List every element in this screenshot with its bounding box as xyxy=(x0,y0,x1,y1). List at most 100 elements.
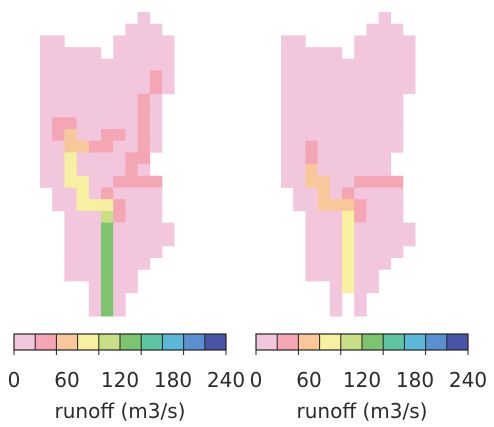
map-cell xyxy=(354,199,367,212)
map-cell xyxy=(101,304,114,317)
map-cell xyxy=(293,199,306,212)
map-cell xyxy=(125,234,138,247)
map-cell xyxy=(52,47,65,60)
map-cell xyxy=(329,152,343,165)
map-cell xyxy=(293,117,306,130)
map-cell xyxy=(162,58,175,71)
map-cell xyxy=(281,164,294,177)
map-cell xyxy=(342,269,355,282)
map-cell xyxy=(101,129,114,141)
map-cell xyxy=(342,152,355,165)
map-cell xyxy=(101,70,114,83)
colorbar-right-tick-0: 0 xyxy=(250,368,263,392)
map-cell xyxy=(76,164,90,177)
map-cell xyxy=(354,140,367,153)
map-cell xyxy=(366,117,379,130)
colorbar-swatch xyxy=(425,334,447,350)
map-cell xyxy=(293,129,306,141)
map-cell xyxy=(378,246,392,258)
colorbar-swatch xyxy=(162,334,184,350)
map-cell xyxy=(40,35,53,48)
map-cell xyxy=(293,164,306,177)
map-cell xyxy=(378,234,392,247)
map-cell xyxy=(293,152,306,165)
map-cell xyxy=(88,187,102,200)
map-cell xyxy=(137,47,151,60)
map-cell xyxy=(281,152,294,165)
map-cell xyxy=(125,58,138,71)
map-cell xyxy=(76,105,90,118)
map-cell xyxy=(354,246,367,258)
map-cell xyxy=(354,58,367,71)
map-cell xyxy=(342,129,355,141)
map-cell xyxy=(366,199,379,212)
colorbar-left-tick-0: 0 xyxy=(8,368,21,392)
map-cell xyxy=(342,199,355,212)
map-cell xyxy=(317,269,331,282)
map-cell xyxy=(378,164,392,177)
map-cell xyxy=(317,47,331,60)
map-cell xyxy=(329,292,343,305)
map-cell xyxy=(317,234,331,247)
colorbar-swatch xyxy=(35,334,57,350)
colorbar-right-tick-180: 180 xyxy=(396,368,434,392)
map-cell xyxy=(52,35,65,48)
map-cell xyxy=(113,82,126,95)
colorbar-left-tick-240: 240 xyxy=(207,368,245,392)
colorbar-swatch xyxy=(256,334,278,350)
map-cell xyxy=(329,210,343,223)
map-cell xyxy=(354,175,367,188)
map-cell xyxy=(305,222,318,235)
map-cell xyxy=(52,105,65,118)
map-cell xyxy=(390,140,404,153)
map-cell xyxy=(149,47,163,60)
map-cell xyxy=(305,47,318,60)
map-cell xyxy=(390,105,404,118)
colorbar-swatch xyxy=(383,334,405,350)
map-cell xyxy=(342,58,355,71)
map-cell xyxy=(40,140,53,153)
map-cell xyxy=(293,175,306,188)
map-cell xyxy=(88,164,102,177)
map-cell xyxy=(113,164,126,177)
map-cell xyxy=(88,70,102,83)
colorbar-swatch xyxy=(204,334,227,350)
colorbar-left-tick-60: 60 xyxy=(54,368,79,392)
map-cell xyxy=(293,140,306,153)
map-cell xyxy=(329,199,343,212)
map-cell xyxy=(88,152,102,165)
map-cell xyxy=(101,234,114,247)
map-cell xyxy=(137,234,151,247)
map-cell xyxy=(101,175,114,188)
map-cell xyxy=(162,35,175,48)
map-cell xyxy=(390,210,404,223)
map-cell xyxy=(52,58,65,71)
map-cell xyxy=(366,70,379,83)
map-cell xyxy=(403,70,416,83)
map-cell xyxy=(342,93,355,106)
map-cell xyxy=(137,35,151,48)
map-cell xyxy=(317,105,331,118)
map-cell xyxy=(342,246,355,258)
map-cell xyxy=(329,117,343,130)
map-cell xyxy=(281,82,294,95)
map-cell xyxy=(113,105,126,118)
map-cell xyxy=(305,164,318,177)
map-cell xyxy=(366,152,379,165)
map-cell xyxy=(162,70,175,83)
map-cell xyxy=(329,222,343,235)
map-cell xyxy=(354,105,367,118)
colorbar-right-tick-60: 60 xyxy=(296,368,321,392)
map-cell xyxy=(40,70,53,83)
colorbar-right-tick-240: 240 xyxy=(449,368,487,392)
map-cell xyxy=(281,140,294,153)
map-cell xyxy=(40,117,53,130)
map-cell xyxy=(88,82,102,95)
map-cell xyxy=(149,140,163,153)
map-cell xyxy=(113,246,126,258)
map-cell xyxy=(137,210,151,223)
map-cell xyxy=(113,175,126,188)
map-cell xyxy=(125,129,138,141)
map-cell xyxy=(52,140,65,153)
map-cell xyxy=(125,70,138,83)
